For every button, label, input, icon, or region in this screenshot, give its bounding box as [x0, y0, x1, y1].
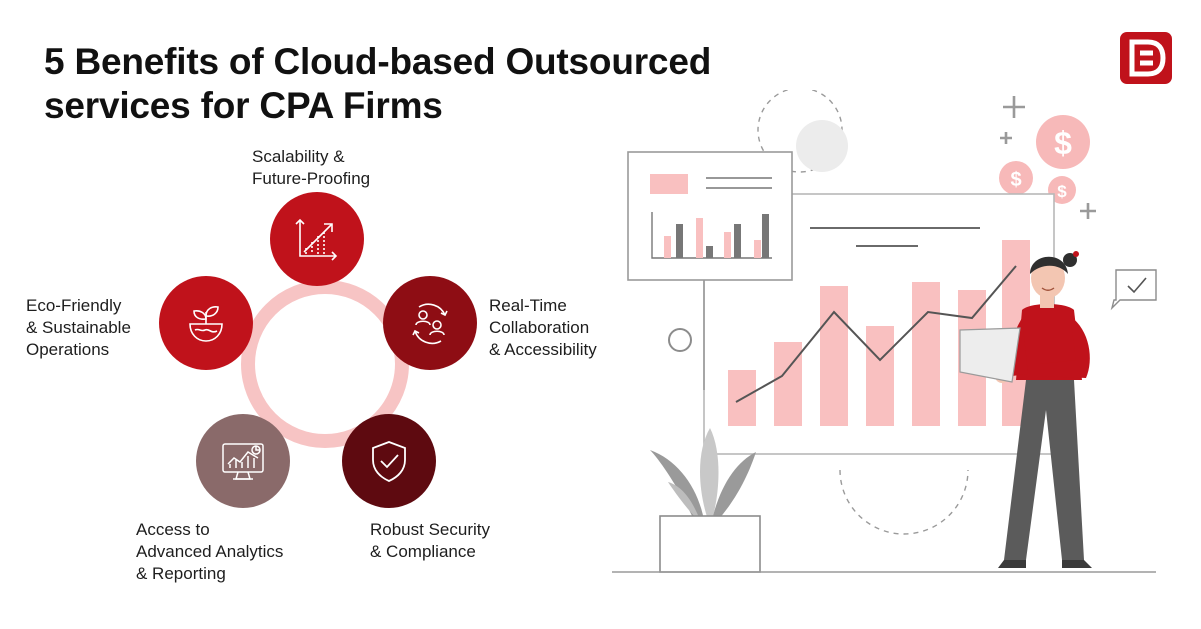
benefit-node-scalability: [270, 192, 364, 286]
dollar-coins: $ $ $: [999, 115, 1090, 204]
analytics-monitor-icon: [222, 443, 264, 480]
mini-chart-bars: [664, 214, 769, 258]
coin-symbol-large: $: [1054, 125, 1072, 161]
benefit-label-eco: Eco-Friendly & Sustainable Operations: [26, 296, 131, 359]
brand-logo-icon: [1120, 32, 1172, 84]
benefit-node-security: [342, 414, 436, 508]
decor-plus-icons: [1000, 96, 1096, 219]
growth-chart-icon: [295, 218, 338, 261]
benefit-node-collaboration: [383, 276, 477, 370]
title-line-1: 5 Benefits of Cloud-based Outsourced: [44, 41, 712, 82]
benefit-label-analytics: Access to Advanced Analytics & Reporting: [136, 520, 284, 583]
benefit-label-security: Robust Security & Compliance: [370, 520, 490, 561]
benefit-node-eco: [159, 276, 253, 370]
people-sync-icon: [412, 303, 448, 345]
potted-plant: [650, 428, 761, 573]
coin-symbol-medium: $: [1010, 169, 1021, 191]
shield-check-icon: [372, 441, 406, 482]
page-title: 5 Benefits of Cloud-based Outsourced ser…: [44, 40, 711, 128]
coin-symbol-small: $: [1057, 182, 1067, 201]
plant-globe-icon: [189, 306, 223, 342]
illustration-analyst-with-chart: $ $ $: [612, 90, 1157, 573]
woman-analyst-figure: [959, 251, 1092, 568]
decor-outline-circle: [668, 328, 692, 352]
title-line-2: services for CPA Firms: [44, 85, 443, 126]
benefit-label-scalability: Scalability & Future-Proofing: [252, 147, 371, 188]
benefit-node-analytics: [196, 414, 290, 508]
check-speech-bubble: [1110, 269, 1157, 311]
decor-gray-circle: [796, 120, 848, 172]
board-trend-line: [735, 265, 1017, 403]
benefit-label-collaboration: Real-Time Collaboration & Accessibility: [489, 296, 597, 359]
